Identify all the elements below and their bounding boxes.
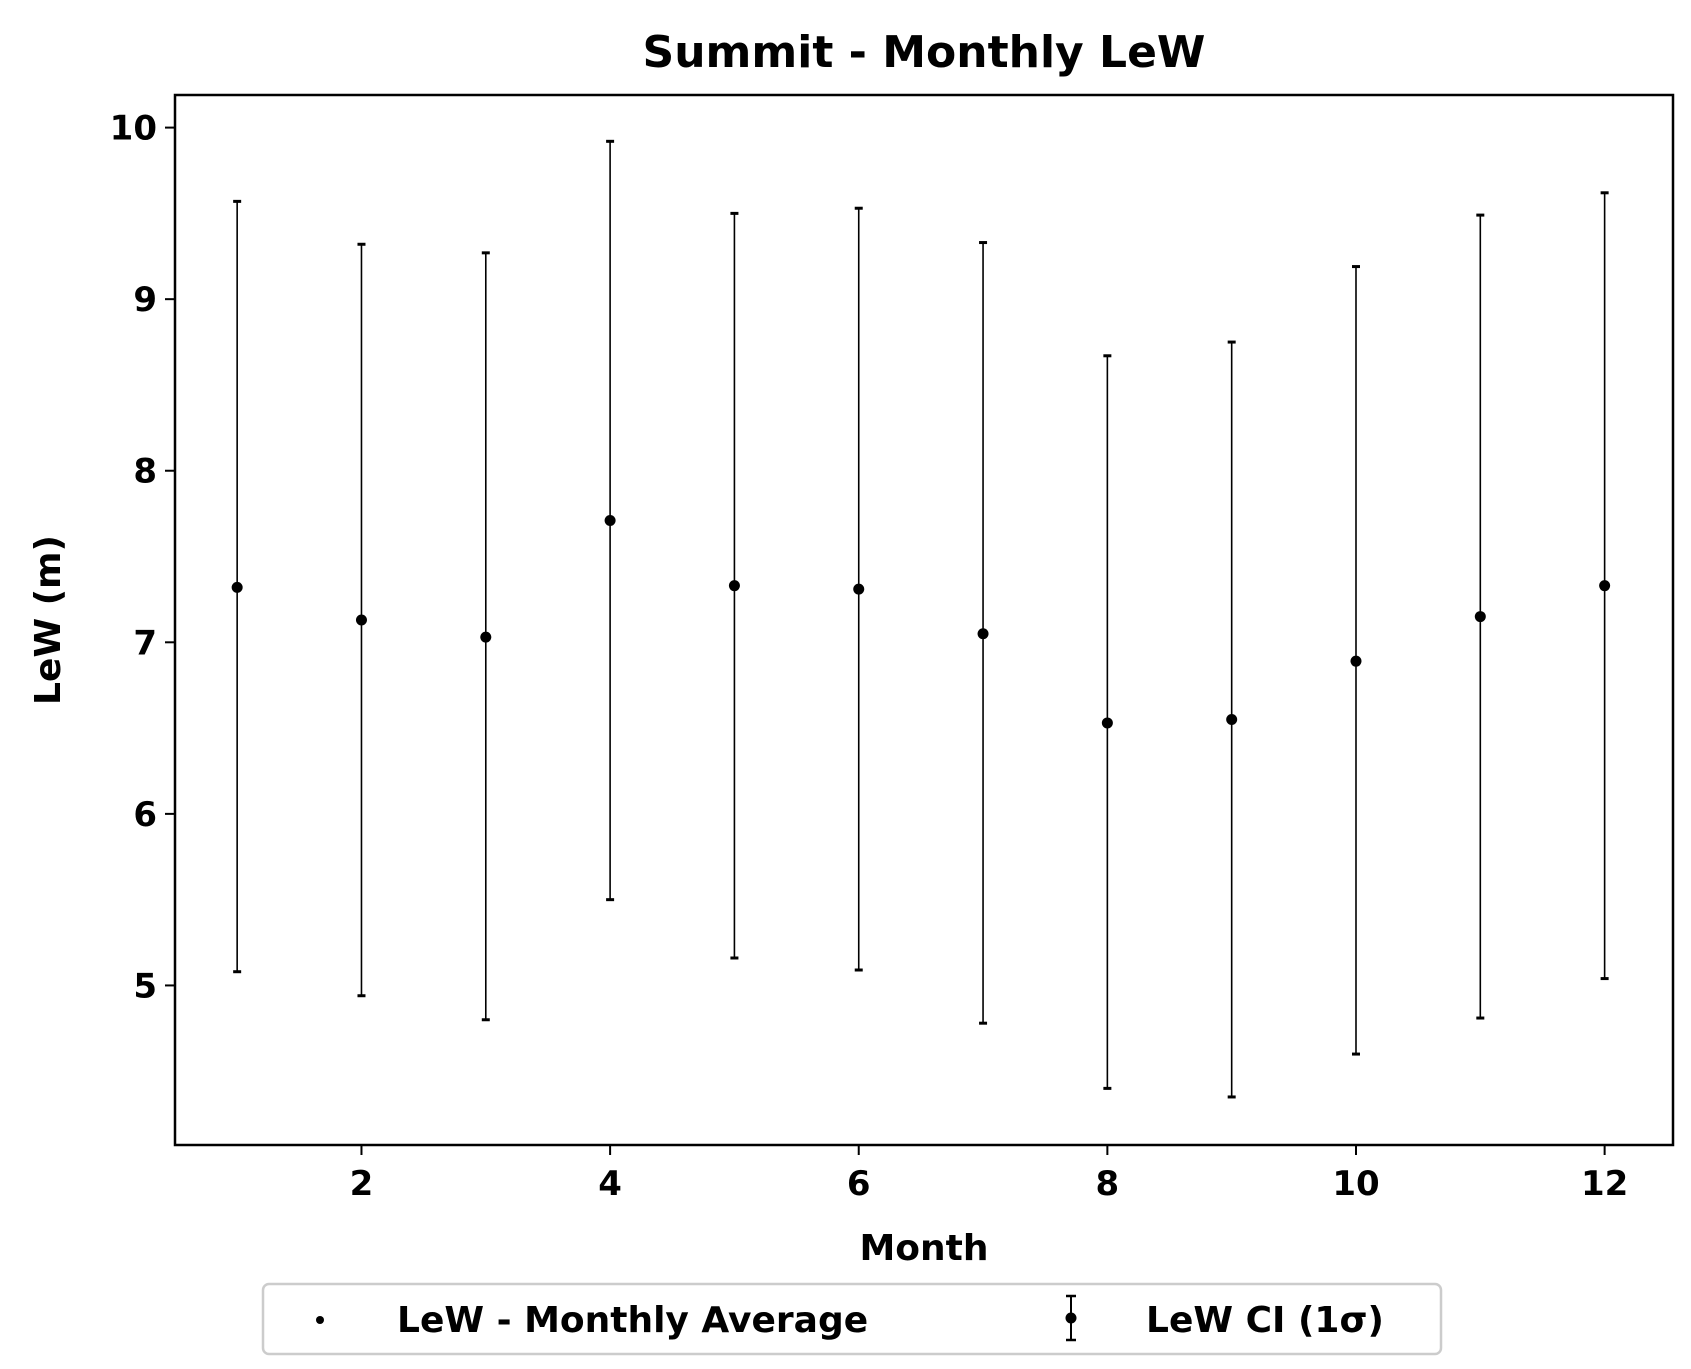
data-point [853, 583, 865, 595]
data-point [355, 614, 367, 626]
plot-area: 2 4 6 8 10 12 5 6 7 8 9 10 [110, 93, 1675, 1204]
x-tick-label: 8 [1096, 1164, 1120, 1204]
axes-frame [173, 93, 1675, 1147]
y-tick-label: 6 [133, 795, 157, 835]
legend-label-ci: LeW CI (1σ) [1146, 1300, 1384, 1341]
legend: LeW - Monthly Average LeW CI (1σ) [261, 1282, 1443, 1356]
y-tick-label: 9 [133, 280, 157, 320]
y-tick-label: 8 [133, 452, 157, 492]
y-tick-label: 7 [133, 623, 157, 663]
x-axis-label: Month [859, 1228, 988, 1269]
legend-frame [261, 1282, 1443, 1356]
data-point [1101, 717, 1113, 729]
data-point [1350, 655, 1362, 667]
data-point [977, 628, 989, 640]
data-point [728, 580, 740, 592]
x-tick-label: 12 [1581, 1164, 1628, 1204]
data-point [231, 581, 243, 593]
y-tick-label: 10 [110, 109, 157, 149]
x-tick-label: 6 [847, 1164, 871, 1204]
legend-label-average: LeW - Monthly Average [397, 1300, 868, 1341]
data-point [1599, 580, 1611, 592]
y-tick-label: 5 [133, 966, 157, 1006]
y-axis-label: LeW (m) [28, 535, 69, 705]
data-point [480, 631, 492, 643]
legend-marker-average [316, 1316, 324, 1324]
data-point [604, 514, 616, 526]
legend-marker-ci [1065, 1294, 1077, 1342]
chart-title: Summit - Monthly LeW [643, 27, 1206, 78]
x-tick-label: 10 [1332, 1164, 1379, 1204]
x-tick-label: 4 [598, 1164, 622, 1204]
data-point [1226, 714, 1238, 726]
x-tick-label: 2 [350, 1164, 374, 1204]
data-point [1474, 611, 1486, 623]
